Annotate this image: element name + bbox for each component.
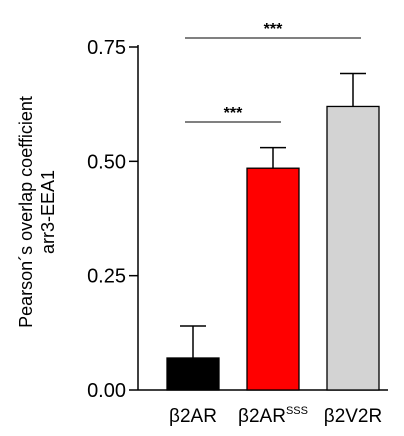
x-axis-labels: β2AR β2ARSSS β2V2R (169, 405, 382, 427)
y-axis-title: Pearson´s overlap coefficient arr3-EEA1 (16, 96, 58, 328)
y-tick-label: 0.25 (87, 266, 126, 288)
y-tick-label: 0.00 (87, 380, 126, 402)
significance-annotations: *** *** (185, 21, 361, 123)
y-tick-label: 0.50 (87, 151, 126, 173)
x-tick-label: β2ARSSS (238, 405, 308, 427)
x-tick-label: β2V2R (324, 406, 382, 427)
x-tick-label-superscript: SSS (286, 405, 308, 417)
x-tick-label: β2AR (169, 406, 217, 427)
significance-label: *** (264, 21, 283, 38)
bar (326, 105, 380, 391)
y-tick-label: 0.75 (87, 37, 126, 59)
bars (166, 72, 380, 391)
y-axis-title-line-1: Pearson´s overlap coefficient (16, 96, 36, 328)
bar (166, 357, 220, 391)
y-axis-title-line-2: arr3-EEA1 (38, 170, 58, 254)
bar (246, 167, 300, 391)
significance-label: *** (224, 105, 243, 122)
